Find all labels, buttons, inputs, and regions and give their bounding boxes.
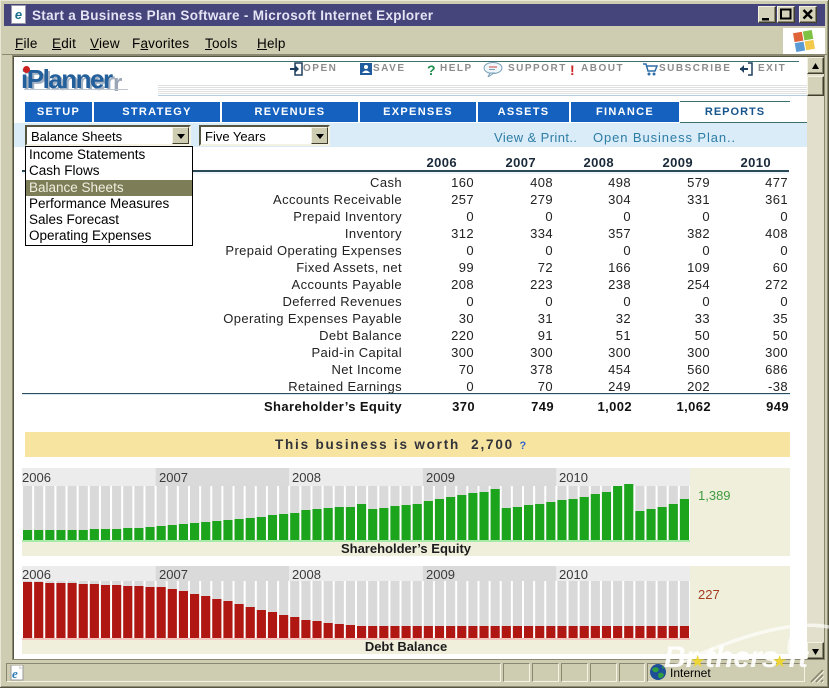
svg-text:2006: 2006 bbox=[22, 567, 51, 582]
svg-text:2010: 2010 bbox=[559, 470, 588, 485]
svg-text:2008: 2008 bbox=[292, 470, 321, 485]
svg-text:2006: 2006 bbox=[22, 470, 51, 485]
svg-text:2007: 2007 bbox=[159, 567, 188, 582]
svg-text:2010: 2010 bbox=[559, 567, 588, 582]
svg-text:2009: 2009 bbox=[426, 567, 455, 582]
svg-text:e: e bbox=[12, 666, 18, 681]
svg-text:2008: 2008 bbox=[292, 567, 321, 582]
svg-text:2007: 2007 bbox=[159, 470, 188, 485]
svg-text:2009: 2009 bbox=[426, 470, 455, 485]
